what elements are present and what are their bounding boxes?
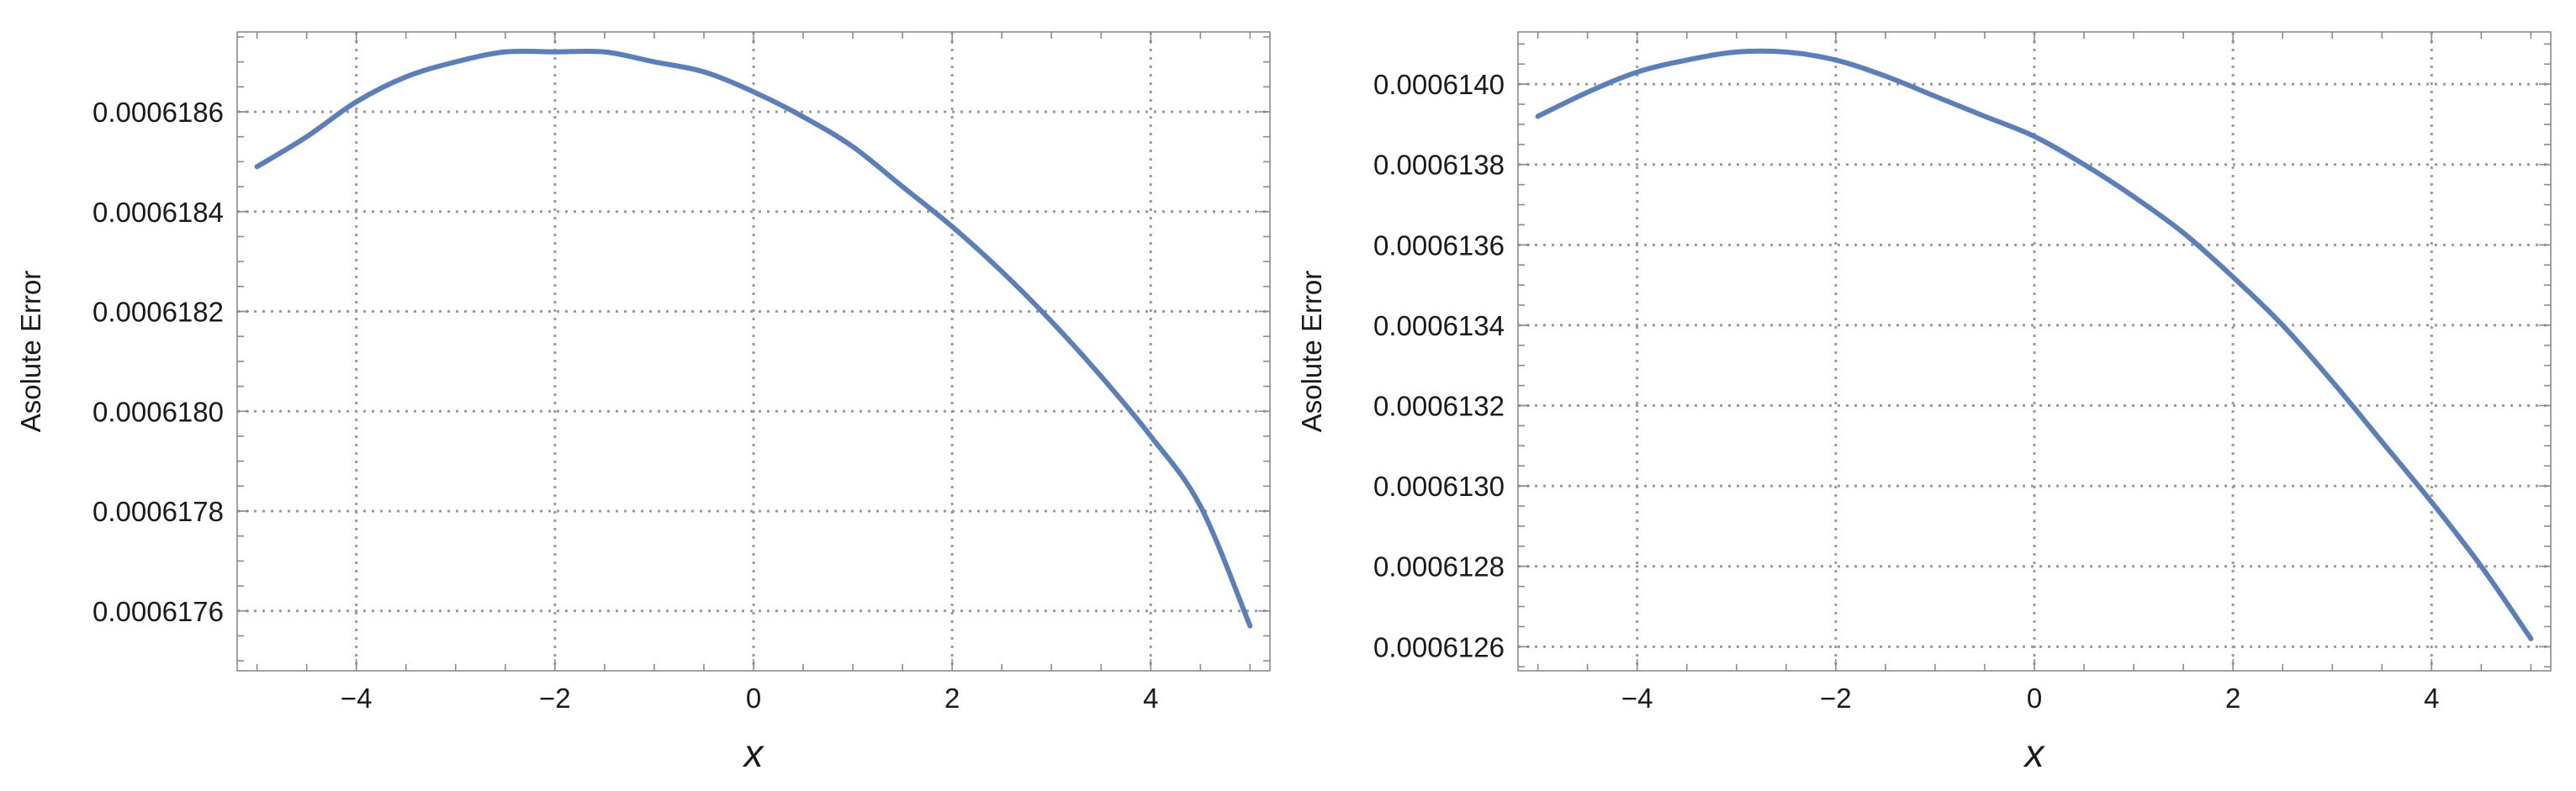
x-tick-label: 2 [2225,683,2240,714]
x-tick-label: −2 [539,683,571,714]
series-line [1535,48,2534,641]
x-tick-label: 4 [1143,683,1158,714]
y-axis-label: Asolute Error [1296,271,1327,433]
y-tick-label: 0.0006126 [1373,631,1505,662]
y-tick-label: 0.0006184 [93,197,224,228]
y-tick-label: 0.0006176 [93,596,224,627]
x-tick-label: 4 [2424,683,2439,714]
y-tick-label: 0.0006130 [1373,471,1505,502]
x-tick-label: 0 [2027,683,2042,714]
chart-panel-left: −4 −2 0 2 4 0.0006176 0.0006178 0.0006180 0.0006… [15,31,1271,775]
y-axis-label: Asolute Error [15,271,46,433]
x-axis-label: x [2023,731,2046,775]
x-tick-label: −4 [1621,683,1653,714]
x-tick-label: −2 [1820,683,1852,714]
x-tick-label: 0 [746,683,761,714]
y-tick-label: 0.0006178 [93,496,224,527]
y-tick-label: 0.0006180 [93,396,224,427]
x-tick-label: −4 [341,683,373,714]
y-tick-label: 0.0006186 [93,97,224,128]
y-tick-label: 0.0006182 [93,297,224,328]
y-tick-label: 0.0006134 [1373,310,1505,341]
y-tick-label: 0.0006140 [1373,69,1505,100]
x-tick-label: 2 [944,683,960,714]
chart-panel-right: −4 −2 0 2 4 0.0006126 0.0006128 0.0006130 0.0006… [1296,31,2552,775]
y-tick-label: 0.0006138 [1373,150,1505,181]
series-line [254,48,1253,629]
y-tick-label: 0.0006132 [1373,391,1505,422]
x-axis-label: x [743,731,765,775]
y-tick-label: 0.0006128 [1373,551,1505,583]
y-tick-label: 0.0006136 [1373,229,1505,261]
